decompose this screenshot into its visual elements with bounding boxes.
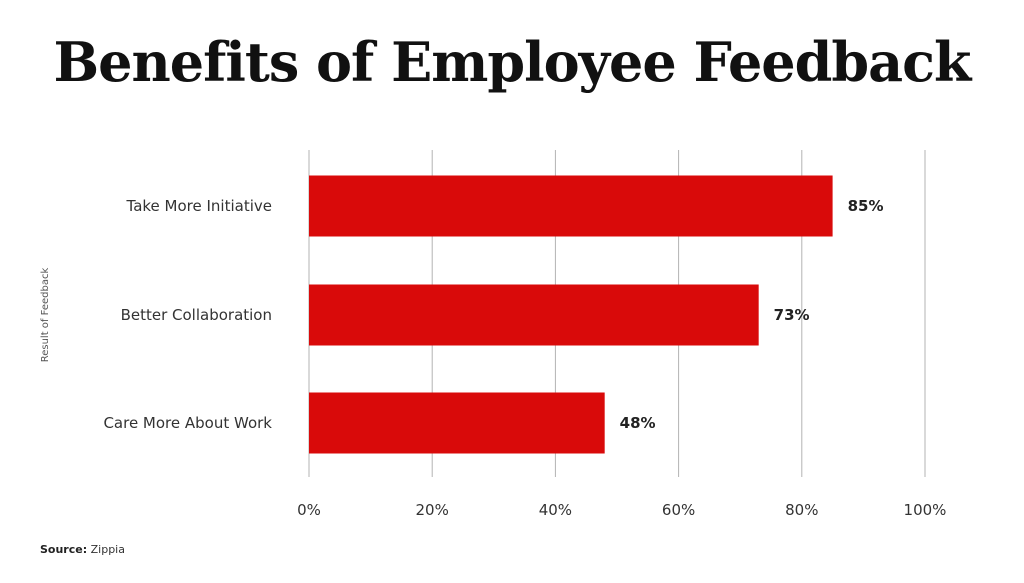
chart-title: Benefits of Employee Feedback (53, 30, 972, 94)
y-axis-label: Result of Feedback (40, 268, 51, 363)
x-tick-label: 100% (904, 501, 947, 519)
source-label: Source: (40, 543, 88, 556)
x-tick-label: 60% (662, 501, 695, 519)
x-tick-label: 0% (297, 501, 321, 519)
value-label: 85% (848, 197, 884, 215)
source-value: Zippia (90, 543, 125, 556)
value-label: 73% (774, 306, 810, 324)
x-tick-label: 20% (416, 501, 449, 519)
bar (309, 175, 833, 237)
category-label: Take More Initiative (126, 197, 272, 215)
x-tick-label: 80% (785, 501, 818, 519)
bar (309, 392, 605, 454)
bar (309, 284, 759, 346)
value-label: 48% (620, 414, 656, 432)
source-note: Source: Zippia (40, 543, 125, 556)
category-label: Better Collaboration (121, 306, 272, 324)
category-label: Care More About Work (103, 414, 272, 432)
x-tick-label: 40% (539, 501, 572, 519)
